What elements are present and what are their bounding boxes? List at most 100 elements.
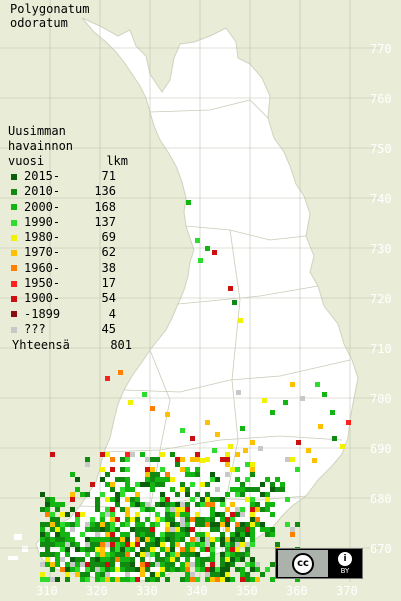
observation-square: [230, 542, 235, 547]
observation-square: [215, 537, 220, 542]
observation-square: [150, 487, 155, 492]
observation-square: [185, 562, 190, 567]
observation-square: [140, 562, 145, 567]
observation-square: [55, 522, 60, 527]
observation-square: [65, 512, 70, 517]
observation-square: [155, 482, 160, 487]
aland-islands: [8, 534, 28, 560]
observation-square: [115, 547, 120, 552]
observation-square: [210, 552, 215, 557]
observation-square: [195, 542, 200, 547]
observation-square: [205, 497, 210, 502]
observation-square: [230, 537, 235, 542]
observation-square: [180, 512, 185, 517]
observation-square: [165, 532, 170, 537]
observation-square: [155, 477, 160, 482]
legend-item: -1899 4: [8, 307, 132, 322]
observation-square: [65, 542, 70, 547]
observation-square: [225, 547, 230, 552]
observation-square: [90, 482, 95, 487]
observation-square: [170, 537, 175, 542]
observation-square: [195, 557, 200, 562]
observation-square: [130, 497, 135, 502]
observation-square: [250, 517, 255, 522]
observation-square: [250, 507, 255, 512]
observation-square: [215, 487, 220, 492]
observation-square: [285, 457, 290, 462]
observation-square: [205, 547, 210, 552]
cc-by-license-badge[interactable]: cc i BY: [275, 548, 363, 579]
observation-square: [255, 517, 260, 522]
observation-square: [125, 552, 130, 557]
observation-square: [160, 542, 165, 547]
observation-square: [240, 492, 245, 497]
observation-square: [150, 457, 155, 462]
observation-square: [220, 572, 225, 577]
observation-square: [80, 532, 85, 537]
observation-square: [200, 557, 205, 562]
observation-square: [270, 410, 275, 415]
observation-square: [40, 507, 45, 512]
observation-square: [220, 577, 225, 582]
observation-square: [85, 547, 90, 552]
observation-square: [100, 517, 105, 522]
observation-square: [110, 457, 115, 462]
legend-item: 1990- 137: [8, 215, 132, 230]
observation-square: [230, 517, 235, 522]
legend-item-label: 2015-: [24, 169, 61, 183]
observation-square: [215, 522, 220, 527]
observation-square: [120, 457, 125, 462]
observation-square: [236, 390, 241, 395]
observation-square: [55, 532, 60, 537]
observation-square: [170, 542, 175, 547]
observation-square: [235, 537, 240, 542]
observation-square: [180, 428, 185, 433]
observation-square: [130, 452, 135, 457]
observation-square: [260, 492, 265, 497]
observation-square: [283, 400, 288, 405]
observation-square: [255, 507, 260, 512]
legend-swatch: [11, 311, 17, 318]
observation-square: [200, 497, 205, 502]
observation-square: [215, 567, 220, 572]
observation-square: [95, 542, 100, 547]
observation-square: [240, 572, 245, 577]
observation-square: [260, 527, 265, 532]
legend-item: 2015- 71: [8, 169, 132, 184]
observation-square: [175, 557, 180, 562]
observation-square: [155, 552, 160, 557]
observation-square: [85, 492, 90, 497]
legend-item: 1970- 62: [8, 245, 132, 260]
y-tick-label: 750: [370, 142, 392, 156]
legend-item-count: 137: [94, 214, 116, 229]
observation-square: [160, 452, 165, 457]
observation-square: [170, 517, 175, 522]
observation-square: [185, 517, 190, 522]
observation-square: [185, 472, 190, 477]
observation-square: [225, 517, 230, 522]
observation-square: [186, 200, 191, 205]
observation-square: [55, 527, 60, 532]
observation-square: [190, 497, 195, 502]
observation-square: [185, 547, 190, 552]
observation-square: [240, 487, 245, 492]
observation-square: [80, 547, 85, 552]
observation-square: [75, 572, 80, 577]
observation-square: [145, 502, 150, 507]
observation-square: [165, 567, 170, 572]
x-tick-label: 310: [36, 584, 58, 598]
observation-square: [255, 502, 260, 507]
observation-square: [185, 527, 190, 532]
observation-square: [140, 452, 145, 457]
legend-item: 1980- 69: [8, 230, 132, 245]
observation-square: [65, 522, 70, 527]
legend-item-count: 62: [101, 245, 116, 260]
observation-square: [85, 527, 90, 532]
observation-square: [280, 487, 285, 492]
observation-square: [50, 512, 55, 517]
observation-square: [105, 507, 110, 512]
observation-square: [135, 502, 140, 507]
observation-square: [155, 522, 160, 527]
observation-square: [180, 577, 185, 582]
observation-square: [70, 492, 75, 497]
